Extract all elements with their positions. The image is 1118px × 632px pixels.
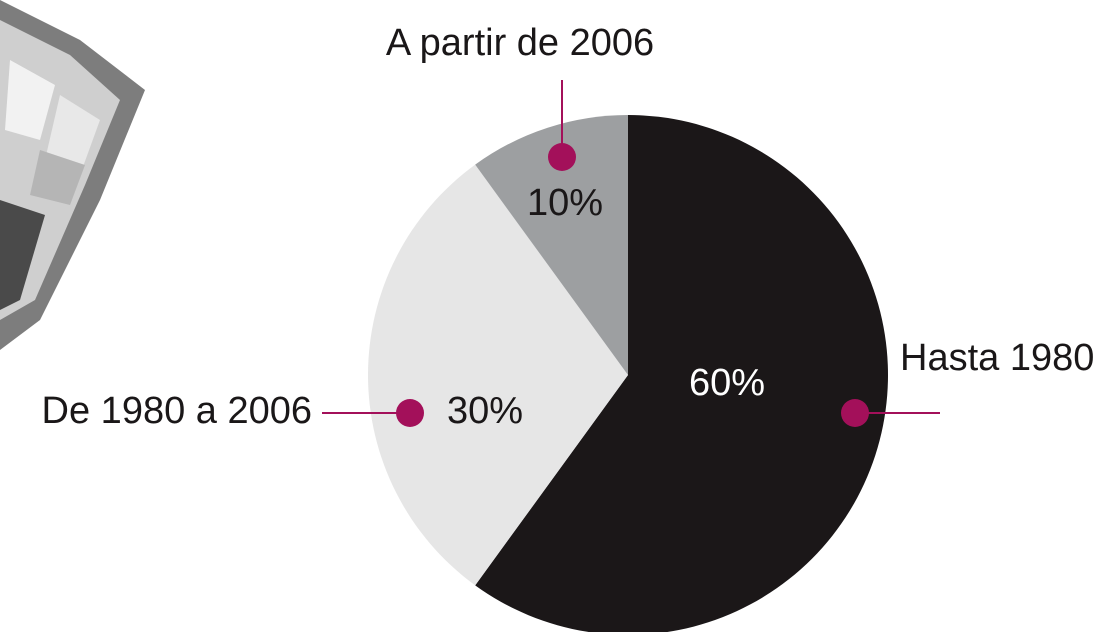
category-label: Hasta 1980 bbox=[900, 337, 1094, 379]
category-label: De 1980 a 2006 bbox=[42, 390, 312, 432]
marker-dot bbox=[396, 399, 424, 427]
value-label: 10% bbox=[527, 182, 603, 224]
value-label: 60% bbox=[689, 362, 765, 404]
marker-dot bbox=[548, 143, 576, 171]
pie-slice bbox=[475, 115, 628, 375]
pie-slice bbox=[475, 115, 888, 632]
house-illustration bbox=[0, 0, 145, 350]
marker-dot bbox=[841, 399, 869, 427]
category-label: A partir de 2006 bbox=[386, 22, 654, 64]
pie-slice bbox=[368, 164, 628, 586]
value-label: 30% bbox=[447, 390, 523, 432]
